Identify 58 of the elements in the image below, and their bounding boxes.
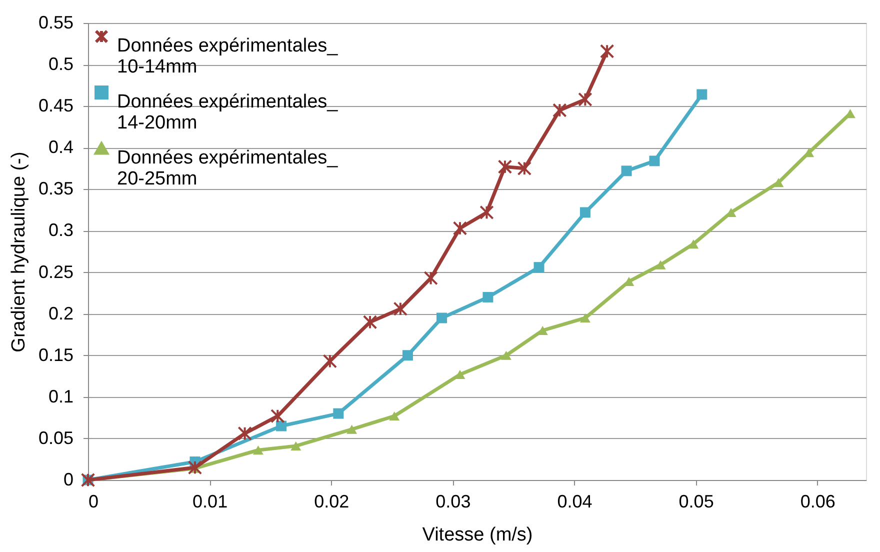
- point: [454, 370, 466, 380]
- point: [655, 260, 666, 270]
- point: [580, 207, 590, 218]
- point: [362, 315, 378, 330]
- point: [346, 424, 358, 434]
- legend-label: Données expérimentales_10-14mm: [117, 36, 338, 78]
- x-tick-label: 0: [88, 492, 99, 512]
- y-tick-label: 0.1: [48, 386, 74, 406]
- legend-label: Données expérimentales_20-25mm: [117, 148, 338, 190]
- point: [276, 420, 287, 432]
- point: [773, 178, 784, 188]
- point: [580, 313, 590, 323]
- point: [424, 270, 438, 286]
- point: [238, 426, 252, 441]
- x-tick-label: 0.05: [678, 492, 714, 512]
- point: [322, 354, 338, 368]
- y-tick-label: 0: [63, 470, 74, 490]
- point: [534, 262, 544, 273]
- point: [393, 302, 408, 316]
- y-tick-label: 0.15: [38, 344, 74, 365]
- y-tick-label: 0.25: [38, 262, 74, 282]
- point: [498, 160, 512, 174]
- point: [500, 350, 512, 360]
- point: [333, 408, 344, 419]
- x-tick-label: 0.02: [314, 492, 350, 512]
- y-axis-title: Gradient hydraulique (-): [8, 152, 30, 352]
- point: [578, 92, 592, 107]
- point: [621, 166, 632, 176]
- x-axis-title: Vitesse (m/s): [422, 524, 533, 546]
- point: [452, 221, 468, 236]
- point: [688, 239, 699, 249]
- point: [649, 156, 660, 166]
- point: [482, 292, 494, 302]
- y-tick-label: 0.35: [38, 178, 74, 199]
- point: [696, 89, 708, 100]
- y-tick-label: 0.2: [48, 303, 74, 324]
- point: [480, 205, 494, 220]
- legend-label: Données expérimentales_14-20mm: [117, 92, 338, 134]
- point: [552, 103, 567, 118]
- x-tick-label: 0.06: [800, 492, 836, 512]
- y-tick-label: 0.3: [48, 220, 74, 240]
- y-tick-label: 0.4: [48, 137, 74, 158]
- point: [402, 350, 413, 361]
- point: [290, 441, 302, 450]
- y-tick-label: 0.55: [38, 12, 74, 32]
- y-tick-label: 0.5: [48, 54, 74, 74]
- point: [270, 408, 285, 424]
- point: [436, 312, 447, 324]
- point: [389, 411, 400, 421]
- x-tick-label: 0.01: [192, 492, 228, 512]
- point: [517, 161, 532, 176]
- x-tick-label: 0.04: [557, 492, 592, 512]
- point: [252, 446, 264, 455]
- point: [188, 460, 202, 475]
- x-tick-label: 0.03: [436, 492, 471, 512]
- y-tick-label: 0.45: [38, 96, 74, 116]
- point: [600, 44, 614, 58]
- y-tick-label: 0.05: [38, 428, 74, 448]
